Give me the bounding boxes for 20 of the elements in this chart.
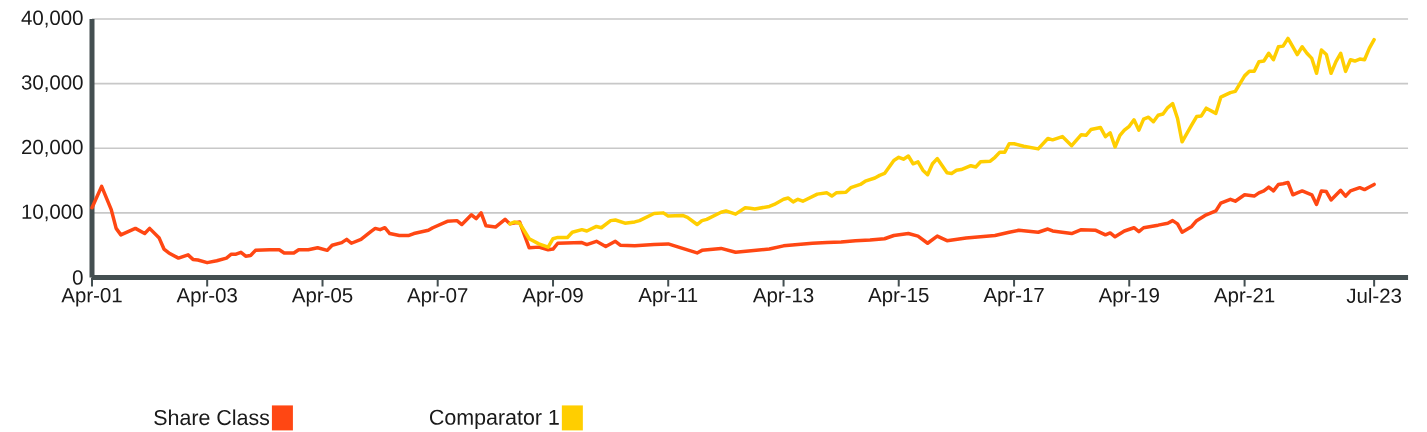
legend-label: Comparator 1 — [429, 409, 559, 430]
x-tick-label: Apr-09 — [522, 288, 583, 307]
line-series — [90, 180, 1376, 265]
y-tick-label: 10,000 — [22, 204, 83, 222]
y-tick-label: 0 — [72, 270, 83, 285]
x-tick-label: Apr-05 — [291, 288, 353, 307]
y-tick-label: 40,000 — [21, 10, 83, 28]
x-tick-label: Apr-21 — [1213, 288, 1275, 307]
x-tick-label: Jul-23 — [1346, 288, 1402, 304]
x-tick-label: Apr-03 — [176, 288, 237, 307]
x-tick-label: Apr-15 — [868, 288, 929, 307]
x-tick-label: Apr-07 — [407, 288, 468, 307]
legend-label: Share Class — [154, 409, 270, 426]
x-tick-label: Apr-19 — [1098, 288, 1159, 307]
x-tick-label: Apr-13 — [752, 288, 814, 307]
x-tick-label: Apr-11 — [638, 288, 698, 307]
y-tick-label: 20,000 — [22, 139, 83, 157]
x-tick-label: Apr-17 — [983, 288, 1044, 307]
x-tick-label: Apr-01 — [61, 288, 122, 307]
y-tick-label: 30,000 — [21, 75, 83, 93]
